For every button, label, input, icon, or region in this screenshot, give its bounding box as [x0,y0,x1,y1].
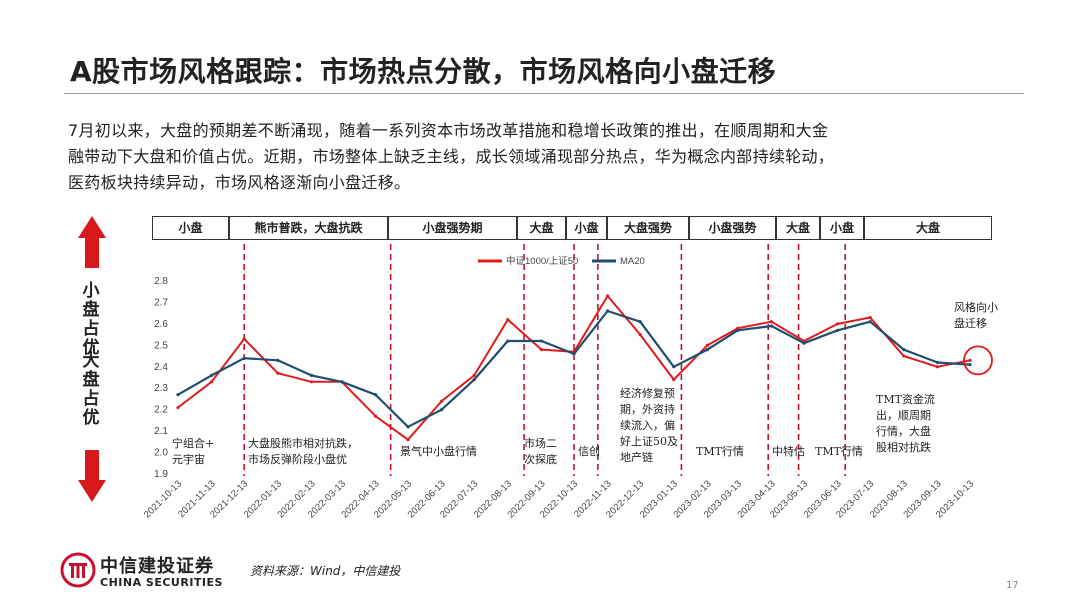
ma20-point [606,309,610,313]
y-tick-label: 2.1 [154,426,168,437]
ratio-point [868,315,872,320]
ratio-point [705,343,710,347]
phase-label: 大盘 [776,216,820,240]
ratio-point [176,405,180,410]
small-cap-advantage-label: 小盘占优 [82,281,100,358]
ma20-point [210,373,214,377]
ma20-point [373,393,378,397]
annotation: 景气中小盘行情 [400,445,477,458]
ma20-point [736,328,740,332]
ma20-point [176,393,180,397]
y-tick-label: 2.4 [154,362,168,373]
ma20-point [802,341,806,345]
summary-paragraph: 7月初以来，大盘的预期差不断涌现，随着一系列资本市场改革措施和稳增长政策的推出，… [68,118,1028,196]
ma20-point [638,320,642,324]
phase-label: 小盘 [152,216,229,240]
ma20-point [769,324,774,328]
paragraph-line: 融带动下大盘和价值占优。近期，市场整体上缺乏主线，成长领域涌现部分热点，华为概念… [68,147,835,166]
ratio-point [506,318,510,322]
y-tick-label: 2.3 [154,383,168,394]
ma20-point [705,348,710,352]
ratio-point [968,358,972,362]
page-number: 17 [1006,580,1019,591]
legend-label: 中证1000/上证50 [506,255,578,267]
ma20-point [506,339,510,343]
phase-label: 小盘 [566,216,607,240]
brand-name-en: CHINA SECURITIES [100,576,223,589]
ma20-point [539,339,544,343]
brand-name-cn: 中信建投证券 [100,556,214,577]
ma20-point [276,358,280,362]
legend-label: MA20 [620,256,645,267]
y-tick-label: 2.0 [154,448,168,459]
phase-label: 小盘 [820,216,864,240]
annotation: TMT行情 [815,445,863,458]
ma20-point [406,425,410,429]
large-cap-advantage-label: 大盘占优 [82,351,100,428]
phase-label: 大盘 [517,216,566,240]
annotation: 中特估 [772,445,805,458]
ratio-point [276,371,280,375]
ratio-point [406,438,410,442]
ratio-point [836,322,840,326]
ratio-point [539,348,544,352]
y-tick-label: 1.9 [154,469,168,480]
paragraph-line: 7月初以来，大盘的预期差不断涌现，随着一系列资本市场改革措施和稳增长政策的推出，… [68,121,829,140]
ratio-point [210,380,214,384]
ma20-point [242,356,246,360]
title-divider [64,93,1024,94]
ma20-point [868,320,872,324]
annotation: 宁组合+ 元宇宙 [172,437,215,466]
phase-label: 熊市普跌，大盘抗跌 [229,216,388,240]
ratio-point [769,320,774,324]
ratio-point [373,414,378,418]
ma20-point [309,373,314,377]
paragraph-line: 医药板块持续异动，市场风格逐渐向小盘迁移。 [68,173,411,192]
ma20-point [472,378,476,382]
phase-label: 大盘强势 [607,216,689,240]
annotation: 信创 [578,445,600,458]
ratio-point [935,365,940,369]
ratio-point [472,373,476,377]
ma20-point [935,360,940,365]
phase-label: 小盘强势 [689,216,776,240]
ratio-point [638,333,642,337]
y-tick-label: 2.6 [154,319,168,330]
phase-bar: 小盘 熊市普跌，大盘抗跌 小盘强势期 大盘 小盘 大盘强势 小盘强势 大盘 小盘… [152,216,992,242]
latest-highlight-circle [963,345,993,376]
ma20-point [836,328,840,332]
ma20-point [440,408,444,412]
data-source: 资料来源：Wind，中信建投 [250,564,401,578]
page-title: A股市场风格跟踪：市场热点分散，市场风格向小盘迁移 [70,55,777,88]
ratio-point [440,399,444,403]
ratio-point [242,337,246,341]
phase-label: 小盘强势期 [388,216,517,240]
ratio-point [606,294,610,298]
ma20-point [968,363,972,367]
ma20-point [902,348,906,352]
ratio-point [672,378,676,382]
y-tick-label: 2.2 [154,405,168,416]
annotation: TMT资金流 出，顺周期 行情，大盘 股相对抗跌 [876,393,935,454]
y-tick-label: 2.7 [154,297,168,308]
ma20-point [340,380,344,384]
ratio-point [309,380,314,384]
annotation: 市场二 次探底 [524,437,557,466]
annotation: TMT行情 [696,445,744,458]
phase-label: 大盘 [864,216,992,240]
citic-logo-icon [60,552,96,588]
annotation: 经济修复预 期，外资持 续流入，偏 好上证50及 地产链 [620,387,678,464]
y-tick-label: 2.5 [154,340,168,351]
y-tick-label: 2.8 [154,276,168,287]
annotation: 风格向小 盘迁移 [954,301,998,330]
ma20-point [572,352,576,356]
annotation: 大盘股熊市相对抗跌， 市场反弹阶段小盘优 [248,437,358,466]
ma20-point [672,365,676,369]
ratio-point [902,354,906,358]
